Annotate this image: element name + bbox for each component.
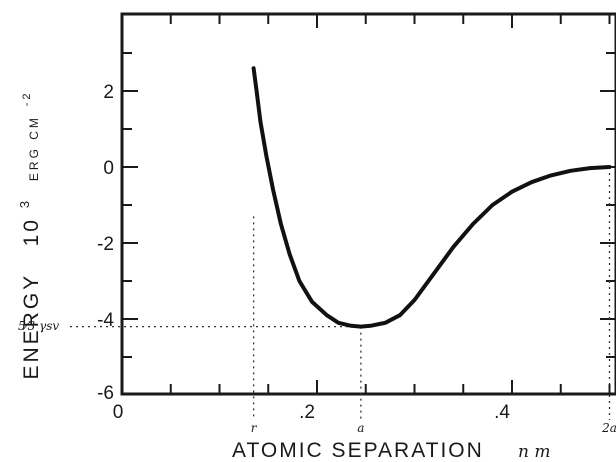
y-tick-label: -6 bbox=[97, 383, 114, 404]
y-axis-unit-exp: 3 bbox=[17, 198, 32, 208]
annotation-label-r: r bbox=[251, 421, 258, 435]
svg-text:ENERGY 10 3: ENERGY 10 3 ERG CM -2 bbox=[11, 90, 43, 379]
axis-tick-labels: 0.2.4.620-2-4-6 bbox=[97, 82, 510, 423]
y-tick-label: 0 bbox=[103, 158, 114, 179]
y-tick-label: 2 bbox=[103, 82, 114, 103]
annotation-label-2a: 2a bbox=[601, 421, 616, 435]
x-axis-unit: n m bbox=[518, 442, 550, 462]
x-tick-label: .2 bbox=[299, 402, 315, 423]
y-axis-title: ENERGY 10 3 ERG CM -2 bbox=[11, 90, 43, 379]
annotations: r a 2a bbox=[251, 421, 616, 435]
energy-curve bbox=[251, 66, 612, 329]
annotation-label-a: a bbox=[357, 421, 364, 435]
x-axis-label: ATOMIC SEPARATION bbox=[232, 439, 484, 462]
y-axis-unit-text: ERG CM bbox=[27, 115, 41, 181]
y-tick-label: -4 bbox=[97, 310, 114, 331]
y-tick-label: -2 bbox=[97, 234, 114, 255]
min-energy-label: 5⁄3 γsv bbox=[18, 319, 59, 333]
y-axis-unit-prefix: 10 bbox=[20, 217, 43, 246]
y-axis-unit-text-exp: -2 bbox=[21, 90, 33, 106]
x-tick-label: 0 bbox=[113, 402, 124, 423]
plot-frame bbox=[120, 12, 616, 396]
x-tick-label: .4 bbox=[494, 402, 510, 423]
y-axis-label: ENERGY bbox=[20, 273, 43, 379]
guide-lines bbox=[70, 167, 611, 420]
axis-ticks bbox=[122, 14, 616, 394]
